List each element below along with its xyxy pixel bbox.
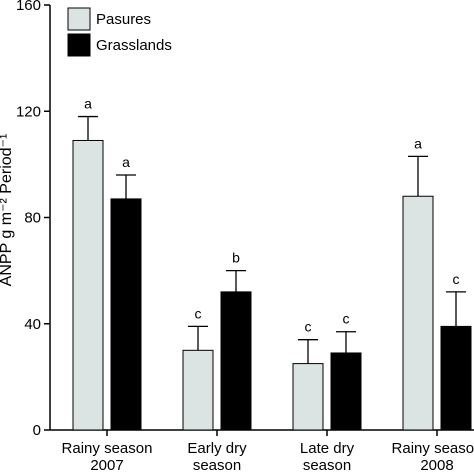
y-tick-label: 0 [33,422,41,439]
x-tick-label: season [193,457,241,474]
bar-grasslands-0 [110,198,142,431]
y-tick-label: 80 [24,210,41,227]
x-tick-label: Late dry [300,440,355,457]
y-ticks: 0 40 80 120 160 [16,0,50,439]
significance-letter: a [122,154,130,170]
bar-pasures-2 [292,363,324,431]
significance-letter: c [343,311,350,327]
significance-letter: c [195,305,202,321]
significance-letter: a [414,135,422,151]
x-tick-label: Rainy season [392,440,474,457]
y-tick-label: 160 [16,0,41,14]
legend-label: Grasslands [96,37,172,54]
significance-letter: c [305,319,312,335]
bar-grasslands-1 [220,291,252,431]
y-tick-label: 40 [24,316,41,333]
y-axis-title: ANPP g m⁻² Period⁻¹ [0,134,15,287]
bars: a a c b c c a c [72,96,472,431]
bar-pasures-0 [72,139,104,431]
significance-letter: b [232,250,240,266]
y-axis-title-group: ANPP g m⁻² Period⁻¹ [0,134,15,287]
legend-swatch [67,33,91,57]
legend: Pasures Grasslands [67,7,172,57]
x-tick-label: season [303,457,351,474]
x-tick-label: Rainy season [62,440,153,457]
x-tick-label: 2008 [420,457,453,474]
significance-letter: a [84,96,92,112]
legend-label: Pasures [96,11,151,28]
legend-swatch [67,7,91,31]
y-tick-label: 120 [16,103,41,120]
x-tick-label: 2007 [90,457,123,474]
bar-grasslands-3 [440,325,472,431]
bar-pasures-1 [182,349,214,431]
bar-pasures-3 [402,195,434,431]
bar-grasslands-2 [330,352,362,431]
x-tick-label: Early dry [187,440,247,457]
significance-letter: c [453,271,460,287]
